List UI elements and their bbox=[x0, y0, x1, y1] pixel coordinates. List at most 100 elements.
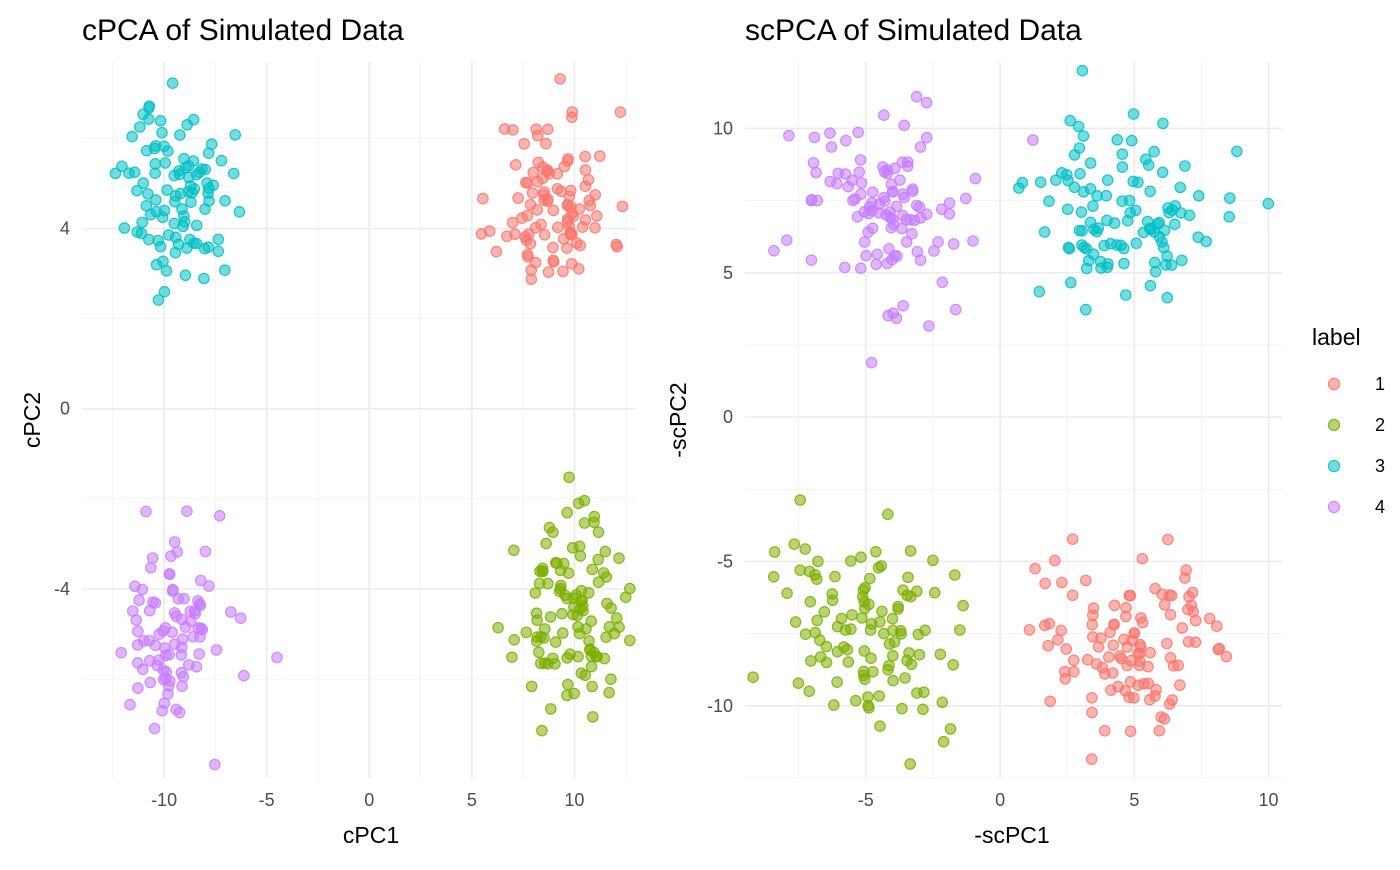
cpca-point-label-3 bbox=[199, 163, 211, 176]
cpca-point-label-3 bbox=[160, 264, 173, 277]
cpca-point-label-2 bbox=[574, 550, 587, 562]
scpca-point-label-1 bbox=[1039, 619, 1051, 632]
scpca-point-label-2 bbox=[937, 735, 950, 748]
scpca-point-label-4 bbox=[935, 203, 948, 216]
cpca-point-label-4 bbox=[115, 646, 127, 659]
cpca-point-label-1 bbox=[521, 177, 534, 189]
cpca-point-label-3 bbox=[150, 194, 162, 206]
cpca-point-label-1 bbox=[561, 199, 574, 211]
scpca-point-label-4 bbox=[852, 126, 864, 139]
scpca-point-label-1 bbox=[1189, 636, 1202, 648]
cpca-point-label-3 bbox=[134, 121, 146, 133]
scpca-point-label-1 bbox=[1123, 691, 1135, 703]
scpca-point-label-3 bbox=[1087, 200, 1099, 212]
scpca-point-label-2 bbox=[799, 543, 811, 555]
cpca-x-tick-label: -10 bbox=[151, 790, 177, 810]
scpca-point-label-4 bbox=[920, 131, 933, 144]
scpca-point-label-1 bbox=[1080, 574, 1092, 587]
cpca-point-label-3 bbox=[181, 119, 193, 131]
scpca-point-label-1 bbox=[1124, 589, 1137, 602]
scpca-point-label-1 bbox=[1183, 590, 1195, 603]
scpca-point-label-1 bbox=[1142, 660, 1154, 673]
scpca-point-label-4 bbox=[862, 226, 874, 238]
cpca-point-label-4 bbox=[168, 607, 181, 619]
scpca-point-label-2 bbox=[881, 508, 894, 521]
cpca-point-label-3 bbox=[212, 245, 225, 258]
cpca-point-label-2 bbox=[592, 576, 605, 588]
scpca-point-label-3 bbox=[1038, 226, 1051, 238]
cpca-point-label-3 bbox=[169, 195, 181, 208]
cpca-points bbox=[109, 73, 636, 771]
cpca-point-label-1 bbox=[570, 237, 583, 249]
scpca-point-label-3 bbox=[1063, 242, 1076, 255]
scpca-point-label-3 bbox=[1102, 258, 1114, 270]
scpca-point-label-4 bbox=[858, 236, 871, 248]
scpca-point-label-2 bbox=[917, 686, 930, 698]
scpca-point-label-4 bbox=[831, 177, 843, 190]
scpca-point-label-3 bbox=[1144, 279, 1157, 292]
cpca-point-label-3 bbox=[203, 195, 215, 207]
cpca-point-label-2 bbox=[544, 703, 557, 715]
scpca-point-label-4 bbox=[898, 191, 911, 204]
scpca-point-label-4 bbox=[886, 213, 899, 225]
scpca-point-label-4 bbox=[943, 197, 956, 209]
scpca-x-tick-label: 0 bbox=[995, 790, 1005, 810]
scpca-point-label-2 bbox=[794, 564, 806, 576]
scpca-point-label-3 bbox=[1050, 174, 1062, 186]
scpca-point-label-2 bbox=[812, 555, 824, 568]
cpca-point-label-2 bbox=[578, 517, 591, 529]
scpca-point-label-2 bbox=[811, 614, 823, 627]
cpca-point-label-3 bbox=[158, 140, 170, 153]
cpca-point-label-2 bbox=[531, 614, 543, 627]
cpca-point-label-4 bbox=[130, 614, 142, 626]
scpca-panel: scPCA of Simulated Data -5 0 5 10 -10 -5 0 5 10… bbox=[665, 14, 1282, 848]
cpca-point-label-2 bbox=[563, 471, 575, 484]
scpca-point-label-1 bbox=[1167, 659, 1180, 672]
scpca-point-label-1 bbox=[1162, 533, 1174, 546]
scpca-point-label-1 bbox=[1087, 631, 1099, 643]
scpca-point-label-3 bbox=[1157, 241, 1170, 254]
scpca-x-tick-label: -5 bbox=[858, 790, 874, 810]
scpca-point-label-2 bbox=[846, 609, 858, 621]
scpca-point-label-2 bbox=[913, 648, 926, 661]
scpca-point-label-1 bbox=[1081, 653, 1094, 666]
scpca-point-label-2 bbox=[876, 605, 888, 618]
cpca-point-label-4 bbox=[213, 509, 226, 522]
scpca-point-label-4 bbox=[882, 309, 894, 322]
scpca-point-label-3 bbox=[1080, 303, 1092, 316]
scpca-point-label-4 bbox=[824, 127, 836, 139]
scpca-point-label-3 bbox=[1061, 203, 1074, 216]
scpca-point-label-4 bbox=[870, 258, 883, 271]
scpca-point-label-4 bbox=[914, 212, 927, 224]
scpca-point-label-3 bbox=[1176, 254, 1188, 267]
scpca-point-label-1 bbox=[1085, 753, 1098, 765]
cpca-point-label-2 bbox=[529, 587, 542, 599]
scpca-point-label-1 bbox=[1112, 680, 1124, 693]
cpca-point-label-3 bbox=[156, 126, 168, 139]
cpca-point-label-3 bbox=[143, 233, 155, 246]
scpca-point-label-1 bbox=[1103, 651, 1115, 663]
cpca-point-label-4 bbox=[176, 680, 188, 692]
scpca-point-label-1 bbox=[1174, 679, 1186, 691]
scpca-point-label-4 bbox=[928, 245, 940, 257]
scpca-point-label-2 bbox=[934, 648, 947, 661]
scpca-point-label-3 bbox=[1016, 176, 1029, 189]
scpca-point-label-1 bbox=[1039, 577, 1051, 590]
scpca-point-label-3 bbox=[1144, 185, 1156, 198]
scpca-point-label-1 bbox=[1086, 691, 1098, 704]
cpca-y-tick-label: -4 bbox=[54, 579, 70, 599]
cpca-point-label-3 bbox=[219, 264, 231, 276]
scpca-point-label-4 bbox=[894, 174, 906, 186]
cpca-point-label-1 bbox=[524, 237, 537, 250]
scpca-points bbox=[747, 64, 1275, 770]
scpca-point-label-1 bbox=[1155, 711, 1167, 723]
scpca-point-label-2 bbox=[917, 703, 929, 716]
scpca-point-label-2 bbox=[804, 595, 817, 608]
scpca-point-label-4 bbox=[842, 180, 854, 193]
cpca-point-label-1 bbox=[551, 221, 564, 234]
scpca-point-label-2 bbox=[810, 573, 823, 585]
scpca-title: scPCA of Simulated Data bbox=[745, 14, 1082, 47]
scpca-point-label-4 bbox=[969, 172, 982, 185]
cpca-point-label-4 bbox=[165, 550, 177, 562]
scpca-point-label-3 bbox=[1200, 235, 1212, 248]
